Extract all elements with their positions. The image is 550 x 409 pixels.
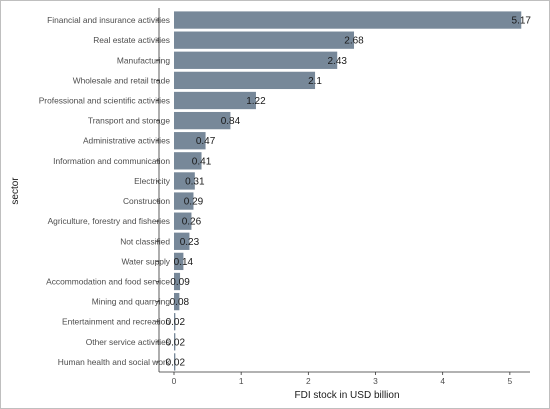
bar (174, 232, 190, 250)
bar (174, 272, 181, 291)
bar (174, 353, 176, 371)
data-labels: 5.17 2.68 2.43 2.1 1.22 0.84 0.47 0.41 0.31 0.29 0… (166, 16, 532, 369)
category-label: Information and communication (53, 156, 170, 166)
data-label: 0.23 (180, 237, 200, 248)
bar (174, 71, 316, 90)
data-label: 0.84 (221, 116, 241, 127)
x-tick-label: 0 (172, 376, 177, 386)
category-label: Water supply (121, 256, 170, 266)
data-label: 0.41 (192, 156, 212, 167)
bar (174, 313, 176, 331)
data-label: 0.47 (196, 136, 216, 147)
bar (174, 111, 231, 130)
data-label: 1.22 (246, 96, 266, 107)
bar (174, 31, 355, 49)
data-label: 0.02 (166, 337, 186, 348)
category-labels: Financial and insurance activities Real e… (39, 15, 171, 367)
category-label: Mining and quarrying (92, 297, 171, 307)
bar (174, 333, 176, 351)
bar (174, 51, 338, 69)
data-label: 0.08 (170, 297, 190, 308)
category-label: Electricity (134, 176, 171, 186)
bar (174, 11, 522, 29)
data-label: 0.02 (166, 317, 186, 328)
x-tick-label: 5 (508, 376, 513, 386)
category-label: Other service activities (86, 337, 170, 347)
x-axis-title: FDI stock in USD billion (294, 390, 399, 401)
category-label: Administrative activities (83, 136, 170, 146)
data-label: 5.17 (512, 16, 532, 27)
category-label: Entertainment and recreation (62, 317, 170, 327)
bar (174, 192, 194, 210)
bar (174, 132, 206, 150)
bar (174, 212, 192, 230)
data-label: 2.68 (344, 36, 364, 47)
category-label: Construction (123, 196, 170, 206)
x-tick-label: 2 (306, 376, 311, 386)
data-label: 0.26 (182, 217, 202, 228)
data-label: 2.1 (308, 76, 322, 87)
data-label: 0.14 (174, 257, 194, 268)
data-label: 2.43 (327, 56, 347, 67)
data-label: 0.09 (170, 277, 190, 288)
category-label: Not classified (120, 236, 170, 246)
x-tick-label: 4 (440, 376, 445, 386)
bar (174, 252, 184, 271)
x-tick-label: 3 (373, 376, 378, 386)
data-label: 0.29 (184, 197, 204, 208)
category-label: Manufacturing (117, 55, 170, 65)
bar (174, 91, 256, 110)
category-label: Wholesale and retail trade (73, 75, 171, 85)
category-label: Financial and insurance activities (47, 15, 170, 25)
bar (174, 152, 202, 170)
bars-group (174, 11, 522, 371)
bar (174, 172, 195, 190)
x-axis-ticks: 0 1 2 3 4 5 (156, 19, 513, 386)
category-label: Real estate activities (93, 35, 170, 45)
bar (174, 292, 180, 311)
category-label: Professional and scientific activities (39, 96, 170, 106)
category-label: Human health and social work (58, 357, 171, 367)
data-label: 0.02 (166, 357, 186, 368)
data-label: 0.31 (185, 176, 205, 187)
y-axis-title: sector (10, 177, 21, 205)
category-label: Transport and storage (88, 116, 170, 126)
category-label: Accommodation and food service (46, 277, 170, 287)
category-label: Agriculture, forestry and fisheries (48, 216, 170, 226)
x-tick-label: 1 (239, 376, 244, 386)
